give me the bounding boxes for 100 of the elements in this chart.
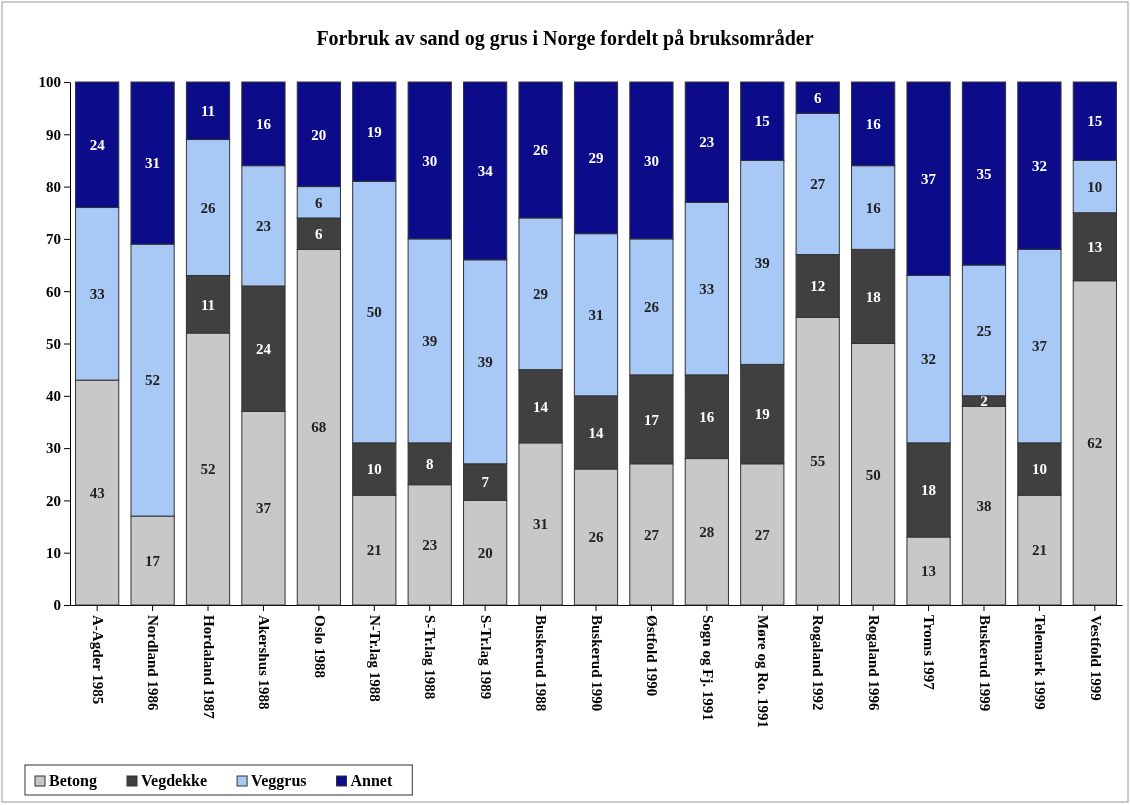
- data-label: 2: [980, 393, 988, 410]
- data-label: 30: [643, 152, 659, 169]
- data-label: 6: [315, 225, 324, 242]
- y-tick-label: 10: [46, 545, 61, 561]
- data-label: 20: [311, 126, 327, 143]
- data-label: 24: [89, 137, 106, 154]
- x-tick-label: Buskerud 1990: [588, 615, 605, 712]
- data-label: 20: [477, 544, 493, 561]
- data-label: 15: [754, 113, 770, 130]
- data-label: 26: [643, 299, 660, 316]
- data-label: 26: [588, 529, 604, 546]
- data-label: 10: [1087, 178, 1103, 195]
- legend-label: Betong: [49, 772, 97, 790]
- y-tick-label: 100: [38, 74, 61, 91]
- y-tick-label: 80: [46, 178, 61, 195]
- y-tick-label: 20: [46, 492, 61, 509]
- x-tick-label: Østfold 1990: [644, 615, 661, 697]
- data-label: 32: [921, 351, 937, 368]
- data-label: 29: [588, 150, 604, 167]
- data-label: 38: [976, 497, 992, 514]
- data-label: 39: [754, 254, 770, 271]
- legend-label: Veggrus: [251, 772, 307, 790]
- data-label: 31: [533, 516, 549, 533]
- data-label: 52: [200, 461, 216, 478]
- data-label: 13: [921, 563, 937, 580]
- data-label: 31: [588, 306, 604, 323]
- data-label: 16: [255, 116, 272, 133]
- legend-label: Annet: [350, 772, 393, 789]
- data-label: 35: [976, 165, 992, 182]
- data-label: 6: [315, 194, 324, 211]
- data-label: 31: [145, 155, 161, 172]
- data-label: 33: [699, 280, 715, 297]
- data-label: 19: [754, 406, 770, 423]
- data-label: 14: [533, 398, 549, 415]
- data-label: 17: [145, 552, 161, 569]
- data-label: 50: [366, 304, 382, 321]
- x-tick-label: Telemark 1999: [1032, 615, 1049, 710]
- data-label: 27: [643, 526, 660, 543]
- data-label: 23: [422, 537, 438, 554]
- data-label: 7: [481, 474, 490, 491]
- chart-title: Forbruk av sand og grus i Norge fordelt på bruksområder: [316, 27, 814, 50]
- data-label: 10: [366, 461, 382, 478]
- data-label: 21: [1031, 542, 1047, 559]
- data-label: 25: [976, 322, 992, 339]
- y-tick-label: 90: [46, 126, 61, 143]
- x-tick-label: Troms 1997: [921, 615, 938, 691]
- x-tick-label: A-Agder 1985: [89, 615, 106, 705]
- data-label: 37: [1031, 338, 1048, 355]
- x-tick-label: S-Tr.lag 1989: [477, 615, 494, 700]
- y-tick-label: 60: [46, 283, 61, 300]
- data-label: 18: [865, 288, 881, 305]
- data-label: 34: [477, 163, 494, 180]
- data-label: 26: [533, 142, 549, 159]
- x-tick-label: S-Tr.lag 1988: [422, 615, 439, 700]
- x-tick-label: Rogaland 1996: [865, 615, 882, 711]
- data-label: 52: [145, 372, 161, 389]
- data-label: 37: [255, 500, 272, 517]
- data-label: 37: [921, 171, 937, 188]
- x-tick-label: Rogaland 1992: [810, 615, 827, 711]
- data-label: 13: [1087, 238, 1103, 255]
- data-label: 15: [1087, 113, 1103, 130]
- data-label: 16: [699, 408, 715, 425]
- data-label: 21: [366, 542, 382, 559]
- data-label: 33: [89, 286, 105, 303]
- data-label: 19: [366, 123, 382, 140]
- y-tick-label: 30: [46, 440, 61, 457]
- x-tick-label: Nordland 1986: [145, 615, 162, 711]
- data-label: 27: [754, 526, 771, 543]
- data-label: 62: [1087, 435, 1103, 452]
- data-label: 11: [200, 103, 216, 120]
- data-label: 30: [422, 152, 438, 169]
- x-tick-label: Buskerud 1988: [533, 615, 550, 712]
- data-label: 68: [311, 419, 327, 436]
- legend-label: Vegdekke: [141, 772, 208, 790]
- x-tick-label: Oslo 1988: [311, 615, 328, 678]
- y-tick-label: 40: [46, 388, 61, 405]
- data-label: 28: [699, 524, 715, 541]
- x-tick-label: Hordaland 1987: [200, 615, 217, 720]
- data-label: 14: [588, 424, 604, 441]
- data-label: 17: [643, 411, 660, 428]
- x-tick-label: Sogn og Fj. 1991: [699, 615, 716, 721]
- data-label: 29: [533, 286, 549, 303]
- data-label: 16: [865, 199, 882, 216]
- data-label: 26: [200, 199, 217, 216]
- data-label: 23: [699, 134, 715, 151]
- y-tick-label: 50: [46, 335, 61, 352]
- x-tick-label: Akershus 1988: [256, 615, 273, 710]
- x-tick-label: Møre og Ro. 1991: [755, 615, 772, 729]
- data-label: 11: [200, 296, 216, 313]
- data-label: 43: [89, 484, 105, 501]
- data-label: 24: [255, 340, 272, 357]
- x-tick-label: Buskerud 1999: [976, 615, 993, 712]
- x-tick-label: Vestfold 1999: [1087, 615, 1104, 701]
- data-label: 39: [422, 333, 438, 350]
- data-label: 10: [1031, 461, 1047, 478]
- data-label: 50: [865, 466, 881, 483]
- data-label: 32: [1031, 157, 1047, 174]
- data-label: 8: [425, 456, 434, 473]
- y-tick-label: 0: [53, 597, 61, 614]
- data-label: 27: [810, 176, 826, 193]
